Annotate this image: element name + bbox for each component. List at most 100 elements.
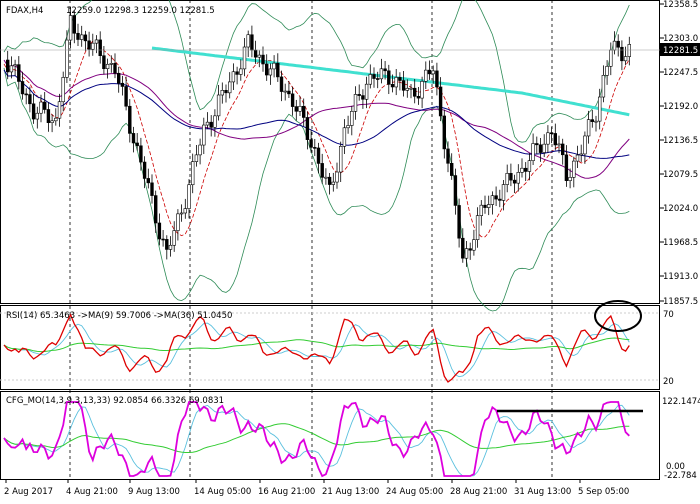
price-tick: 12079.5 [663, 170, 698, 180]
candle-down [327, 176, 332, 185]
price-tick: 11913.0 [663, 272, 698, 282]
candle-down [128, 105, 132, 134]
candle-up [364, 83, 369, 100]
candle-down [83, 34, 88, 42]
candle-up [379, 68, 384, 80]
candle-down [146, 178, 150, 184]
candle-down [235, 71, 239, 75]
candle-down [253, 49, 258, 58]
candle-up [627, 44, 632, 57]
cfg-main-line [3, 401, 630, 478]
candle-down [209, 121, 213, 128]
candle-down [264, 63, 269, 76]
candle-down [46, 109, 51, 123]
candle-down [261, 54, 265, 65]
candle-up [475, 215, 480, 240]
price-tick: 11968.5 [663, 238, 698, 248]
rsi-line [3, 313, 630, 383]
candle-up [420, 81, 424, 99]
candle-down [494, 195, 498, 200]
candle-down [498, 198, 502, 201]
candle-down [553, 133, 558, 146]
candle-up [239, 68, 243, 75]
ma-mid-line [3, 59, 630, 179]
rsi-tick-70: 70 [663, 310, 674, 320]
rsi-label: RSI(14) 65.3463 ->MA(9) 59.7006 ->MA(36)… [6, 311, 232, 321]
candle-down [361, 95, 365, 100]
candle-down [372, 74, 376, 79]
candle-up [609, 49, 613, 67]
ma-slow-line [3, 69, 630, 159]
candle-down [161, 238, 165, 241]
candle-down [390, 84, 395, 88]
candle-up [65, 39, 69, 78]
candle-up [80, 34, 84, 40]
period-separators [69, 0, 553, 480]
candle-up [409, 87, 413, 90]
candle-down [31, 103, 36, 120]
candle-up [39, 101, 43, 114]
candle-up [368, 74, 372, 85]
candle-down [483, 204, 487, 208]
candle-down [135, 142, 139, 147]
time-tick: 24 Aug 05:00 [386, 487, 443, 497]
candle-up [520, 167, 524, 173]
candle-up [172, 230, 176, 246]
cfg-label: CFG_MO(14,3,9,3,13,33) 92.0854 66.3326 6… [6, 396, 224, 406]
candle-up [268, 68, 273, 76]
candle-down [279, 76, 284, 92]
candle-down [560, 143, 565, 156]
annotation-ellipse[interactable] [594, 300, 642, 332]
time-tick: 14 Aug 05:00 [194, 487, 251, 497]
candle-down [309, 139, 313, 148]
candle-down [620, 46, 624, 62]
candle-up [176, 213, 180, 231]
candles [6, 6, 632, 267]
candle-up [335, 171, 339, 183]
candle-down [250, 34, 254, 51]
time-tick: 16 Aug 21:00 [258, 487, 315, 497]
time-tick: 28 Aug 21:00 [450, 487, 507, 497]
candle-up [257, 54, 261, 58]
candle-up [338, 145, 343, 173]
candle-up [194, 154, 199, 162]
time-tick: 31 Aug 13:00 [514, 487, 571, 497]
candle-up [597, 96, 602, 122]
candle-up [298, 105, 302, 112]
candle-up [394, 77, 398, 88]
candle-up [601, 74, 606, 98]
price-tick: 12247.5 [663, 68, 698, 78]
candle-up [353, 94, 358, 112]
cfg-tick-zero: 0.00 [666, 462, 685, 472]
time-tick: 5 Sep 05:00 [578, 487, 629, 497]
price-tick: 12024.0 [663, 204, 698, 214]
candle-up [527, 160, 532, 172]
bollinger-upper [3, 0, 630, 143]
candle-up [9, 65, 14, 73]
candle-up [57, 101, 62, 119]
candle-up [187, 184, 191, 209]
candle-up [486, 204, 491, 208]
candle-down [590, 119, 595, 122]
candle-down [154, 195, 158, 224]
candle-down [375, 78, 380, 80]
candle-down [387, 70, 391, 85]
candle-up [479, 204, 483, 216]
candle-up [579, 153, 583, 156]
candle-up [583, 135, 587, 155]
candle-down [294, 106, 298, 112]
candle-up [54, 117, 58, 122]
candle-up [623, 56, 628, 62]
candle-up [331, 181, 335, 185]
candle-down [142, 161, 147, 179]
candle-down [224, 89, 228, 94]
cfg-tick-top: 122.1474 [662, 397, 700, 407]
candle-up [198, 144, 202, 156]
candle-down [6, 59, 10, 73]
candle-up [228, 81, 232, 94]
bollinger-lower [3, 67, 630, 312]
candle-up [105, 63, 110, 69]
candle-up [350, 111, 354, 126]
candle-up [50, 120, 54, 123]
